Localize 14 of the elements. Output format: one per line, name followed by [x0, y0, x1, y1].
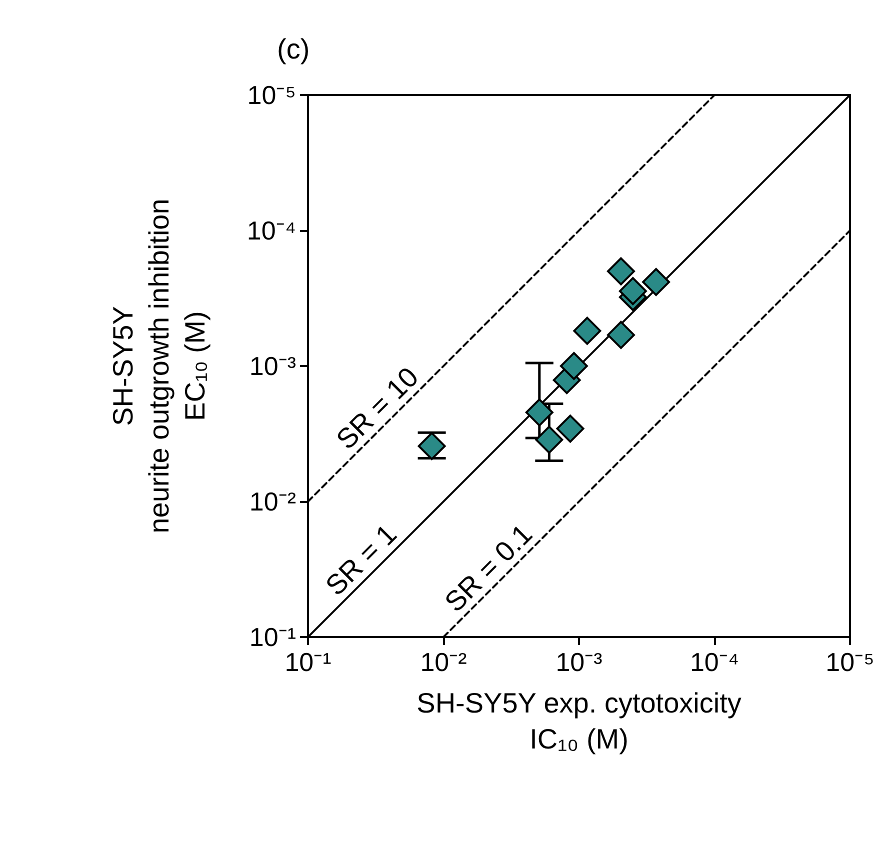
text: SR = 0.1 [438, 518, 538, 618]
text: SR = 1 [320, 518, 403, 602]
x-tick-label: 10⁻⁵ [826, 647, 874, 677]
x-axis-title: SH-SY5Y exp. cytotoxicity IC₁₀ (M) [416, 688, 742, 754]
chart-title: (c) [277, 34, 310, 64]
y-tick-label: 10⁻² [249, 486, 296, 516]
text: SR = 10 [330, 361, 424, 456]
y-tick-label: 10⁻⁴ [246, 216, 296, 246]
y-axis-title: SH-SY5Y neurite outgrowth inhibition EC₁₀ (M) [108, 198, 210, 534]
x-tick-label: 10⁻² [420, 647, 468, 677]
y-tick-label: 10⁻³ [249, 351, 296, 381]
y-tick-label: 10⁻⁵ [247, 80, 296, 110]
x-tick-label: 10⁻⁴ [690, 647, 740, 677]
x-tick-label: 10⁻³ [556, 647, 603, 677]
